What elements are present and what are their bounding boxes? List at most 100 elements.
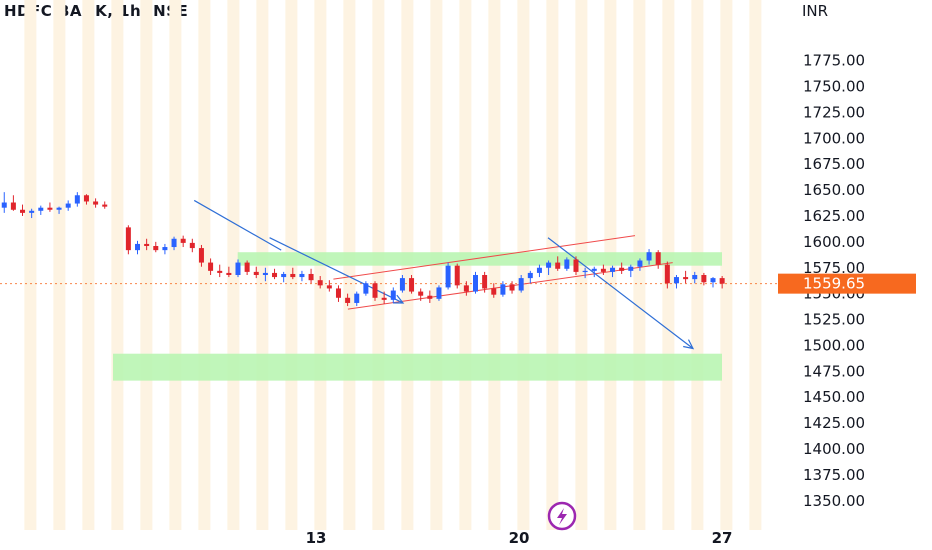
y-tick-label: 1500.00 <box>803 336 865 354</box>
session-stripe <box>227 0 240 530</box>
candle-body <box>546 262 552 268</box>
y-tick-label: 1350.00 <box>803 492 865 510</box>
candle-body <box>262 272 268 275</box>
candle-body <box>47 207 53 210</box>
y-tick-label: 1625.00 <box>803 207 865 225</box>
candle-body <box>390 290 396 300</box>
session-stripe <box>82 0 95 530</box>
candle-body <box>74 195 80 204</box>
candle-body <box>335 288 341 298</box>
candle-body <box>272 272 278 278</box>
candle-body <box>308 273 314 281</box>
candle-body <box>326 285 332 289</box>
zone-1 <box>237 252 722 266</box>
candle-body <box>436 287 442 299</box>
candle-body <box>719 278 725 284</box>
candle-body <box>235 262 241 275</box>
candle-body <box>573 259 579 272</box>
candle-body <box>244 262 250 272</box>
last-price-value: 1559.65 <box>803 275 865 293</box>
candle-body <box>637 260 643 267</box>
candle-body <box>189 242 195 249</box>
candle-body <box>564 259 570 269</box>
candle-body <box>399 278 405 291</box>
candle-body <box>418 291 424 296</box>
candle-body <box>491 288 497 295</box>
x-tick-label: 27 <box>712 529 733 547</box>
candle-body <box>65 203 71 208</box>
zone-2 <box>113 353 722 381</box>
candle-body <box>664 264 670 284</box>
candle-body <box>427 295 433 299</box>
candle-body <box>555 262 561 269</box>
x-tick-label: 20 <box>509 529 530 547</box>
candle-body <box>10 202 16 210</box>
candle-body <box>354 293 360 303</box>
candle-body <box>83 195 89 202</box>
session-stripe <box>198 0 211 530</box>
candle-body <box>299 273 305 278</box>
candle-body <box>171 238 177 248</box>
candle-body <box>655 252 661 265</box>
currency-label: INR <box>802 2 829 20</box>
candle-body <box>445 265 451 288</box>
y-tick-label: 1775.00 <box>803 52 865 70</box>
support-resistance-zones <box>113 252 722 381</box>
candle-body <box>144 243 150 247</box>
y-tick-label: 1650.00 <box>803 181 865 199</box>
candle-body <box>180 238 186 243</box>
candle-body <box>345 297 351 303</box>
trend-lines <box>193 199 695 350</box>
candle-body <box>93 201 99 205</box>
candle-body <box>363 283 369 294</box>
downtrend-line-2-arrowhead <box>392 294 405 304</box>
candle-body <box>226 272 232 275</box>
last-price-label-group: 1559.65 <box>778 273 916 294</box>
candle-body <box>217 270 223 273</box>
candle-body <box>38 207 44 211</box>
candle-body <box>102 204 108 207</box>
candle-body <box>372 283 378 298</box>
candle-body <box>701 275 707 283</box>
y-tick-label: 1400.00 <box>803 440 865 458</box>
y-tick-label: 1475.00 <box>803 362 865 380</box>
candles <box>1 192 725 307</box>
session-stripe <box>140 0 153 530</box>
y-tick-label: 1525.00 <box>803 311 865 329</box>
session-stripe <box>24 0 37 530</box>
candle-body <box>56 207 62 210</box>
candle-body <box>454 265 460 286</box>
badge-group <box>547 501 577 531</box>
channel-upper <box>333 235 636 280</box>
session-stripe <box>169 0 182 530</box>
y-tick-label: 1375.00 <box>803 466 865 484</box>
projection-line-arrowhead <box>683 339 695 350</box>
candle-body <box>673 277 679 284</box>
y-tick-label: 1425.00 <box>803 414 865 432</box>
candle-body <box>463 285 469 292</box>
projection-line <box>547 237 694 350</box>
candle-body <box>198 248 204 263</box>
candle-body <box>473 275 478 292</box>
candle-body <box>536 267 542 273</box>
candle-body <box>500 284 506 295</box>
candle-body <box>125 227 131 251</box>
y-tick-label: 1675.00 <box>803 155 865 173</box>
y-tick-label: 1575.00 <box>803 259 865 277</box>
candle-body <box>509 284 515 291</box>
last-price-label[interactable] <box>778 273 916 294</box>
candle-body <box>518 278 524 291</box>
candle-body <box>1 202 7 208</box>
candle-body <box>683 277 689 280</box>
candle-body <box>527 272 533 279</box>
candle-body <box>600 268 606 272</box>
downtrend-line-2 <box>269 237 404 304</box>
session-stripe <box>111 0 124 530</box>
candle-body <box>29 210 35 213</box>
candle-body <box>20 209 26 213</box>
lightning-bolt <box>557 508 567 525</box>
y-tick-label: 1450.00 <box>803 388 865 406</box>
candle-body <box>317 280 323 286</box>
candle-body <box>692 275 698 280</box>
